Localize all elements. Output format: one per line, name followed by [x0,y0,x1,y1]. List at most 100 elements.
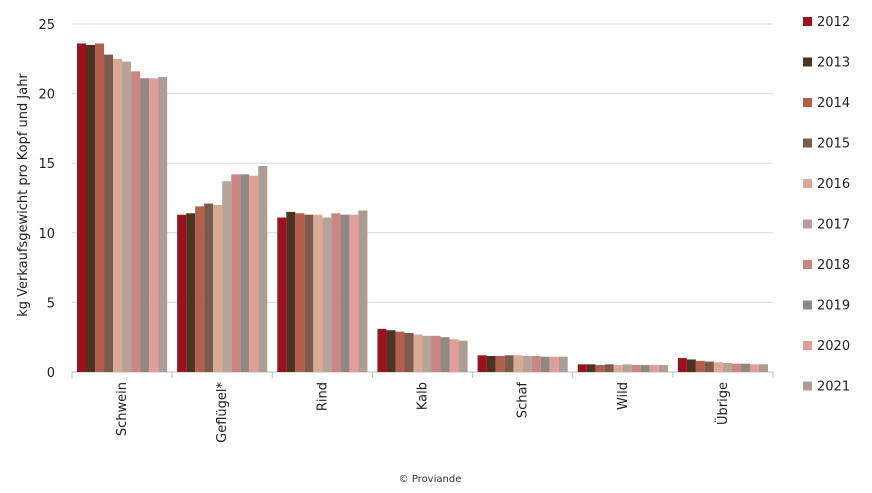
y-axis-title: kg Verkaufsgewicht pro Kopf und Jahr [16,73,31,317]
legend-swatch-2018 [803,260,812,269]
bar-3-2017 [322,217,332,372]
bar-1-2016 [113,58,123,373]
bar-2-2017 [222,181,232,372]
bar-4-2013 [386,330,396,372]
bar-2-2015 [204,203,214,372]
bar-6-2012 [577,364,587,372]
bar-5-2013 [486,355,496,372]
legend-label-2014: 2014 [817,96,850,111]
bar-5-2015 [504,355,514,372]
bar-6-2019 [640,365,650,372]
bar-3-2019 [340,214,350,372]
bar-2-2013 [186,213,196,372]
legend-swatch-2012 [803,17,812,26]
x-axis-categories: Schwein Geflügel* Rind Kalb Schaf Wild Übrige [115,382,731,443]
bar-1-2015 [104,54,114,373]
bar-6-2021 [658,365,668,372]
legend-swatch-2019 [803,300,812,310]
bar-6-2015 [604,364,614,372]
bar-4-2020 [449,339,459,372]
bar-1-2018 [131,71,141,372]
legend-label-2018: 2018 [817,258,850,273]
bar-1-2020 [149,78,159,372]
legend-swatch-2021 [803,381,812,391]
bar-3-2016 [313,214,323,372]
bar-7-2013 [686,359,696,372]
bar-7-2015 [704,361,714,372]
bar-5-2017 [522,355,532,372]
bar-5-2016 [513,355,523,372]
bar-2-2021 [258,165,268,372]
y-tick-label: 15 [38,157,55,172]
category-label: Übrige [714,382,731,425]
bar-2-2014 [195,206,205,372]
bar-4-2016 [413,334,423,372]
legend-swatch-2017 [803,219,812,229]
y-tick-label: 0 [47,366,55,381]
y-tick-label: 25 [38,18,55,33]
bar-2-2016 [213,204,223,372]
bar-7-2012 [677,358,687,372]
bar-3-2018 [331,213,341,372]
bar-1-2014 [95,43,105,373]
bar-5-2021 [558,356,568,372]
bar-4-2021 [458,340,468,372]
bar-3-2014 [295,213,305,372]
bar-6-2018 [631,365,641,372]
bar-7-2017 [722,362,732,372]
bar-5-2012 [477,355,487,372]
y-axis-ticks: 0 5 10 15 20 25 [38,18,55,381]
y-tick-label: 20 [38,88,55,103]
legend-label-2017: 2017 [817,218,850,233]
bar-7-2014 [695,360,705,372]
legend-label-2016: 2016 [817,177,850,192]
bar-5-2018 [531,355,541,372]
bar-3-2021 [358,210,368,372]
bar-4-2019 [440,337,450,372]
legend-swatch-2016 [803,179,812,188]
bar-1-2013 [86,44,96,372]
bar-1-2021 [158,76,168,373]
bar-6-2014 [595,365,605,372]
bar-4-2018 [431,335,441,372]
legend: 2012 2013 2014 2015 2016 2017 2018 2019 2020 2021 [803,15,850,395]
bar-4-2017 [422,335,432,372]
bar-2-2020 [249,175,259,372]
legend-label-2013: 2013 [817,56,850,71]
bar-7-2021 [758,364,768,372]
category-label: Schaf [516,382,531,419]
bar-4-2015 [404,333,414,372]
bar-4-2014 [395,331,405,372]
bar-5-2019 [540,356,550,372]
category-label: Rind [315,382,330,411]
bar-6-2020 [649,365,659,372]
bar-1-2012 [77,43,87,373]
bar-2-2019 [240,174,250,372]
bar-5-2020 [549,356,559,372]
bar-7-2020 [749,364,759,372]
bars [77,43,768,373]
bar-4-2012 [377,328,387,372]
bar-3-2012 [277,217,287,372]
bar-3-2020 [349,214,359,372]
category-label: Wild [616,382,631,410]
bar-6-2016 [613,365,623,372]
bar-7-2019 [740,363,750,372]
bar-2-2012 [177,214,187,372]
legend-label-2021: 2021 [817,380,850,395]
bar-5-2014 [495,355,505,372]
y-tick-label: 10 [38,227,55,242]
y-tick-label: 5 [47,296,55,311]
bar-1-2017 [122,61,132,372]
category-label: Geflügel* [215,382,230,443]
category-label: Kalb [416,382,431,410]
category-label: Schwein [115,382,130,436]
bar-1-2019 [140,78,150,372]
bar-3-2015 [304,214,314,372]
bar-7-2016 [713,362,723,372]
bar-7-2018 [731,363,741,372]
bar-6-2017 [622,364,632,372]
legend-label-2019: 2019 [817,299,850,314]
legend-swatch-2015 [803,138,812,148]
